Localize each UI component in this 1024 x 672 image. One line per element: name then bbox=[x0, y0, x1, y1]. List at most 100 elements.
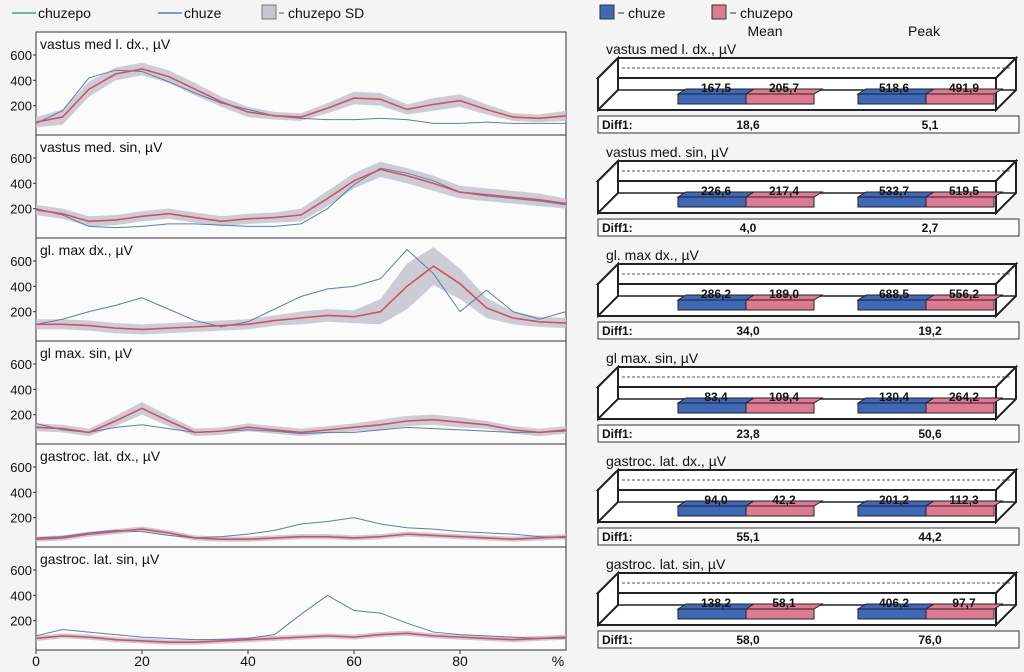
y-tick-label: 400 bbox=[10, 279, 32, 294]
diff-label: Diff1: bbox=[602, 118, 633, 132]
diff-label: Diff1: bbox=[602, 221, 633, 235]
x-tick-label: 80 bbox=[452, 653, 468, 669]
value-peak-chuze: 688,5 bbox=[879, 287, 909, 301]
bar-peak-chuzepo-top bbox=[924, 397, 1004, 404]
column-header-peak: Peak bbox=[908, 23, 941, 39]
legend-label-1: chuze bbox=[184, 5, 222, 21]
series-line-chuzepo bbox=[36, 265, 567, 331]
value-peak-chuzepo: 556,2 bbox=[949, 287, 979, 301]
x-tick-label: 20 bbox=[134, 653, 150, 669]
value-peak-chuze: 533,7 bbox=[879, 184, 909, 198]
y-tick-label: 600 bbox=[10, 151, 32, 166]
value-peak-chuze: 406,2 bbox=[879, 596, 909, 610]
diff-row bbox=[597, 115, 1020, 134]
series-line-chuze bbox=[35, 423, 567, 435]
line-chart-6: 600 400 200 gastroc. lat. sin, µV bbox=[10, 546, 567, 645]
series-line-chuzepo bbox=[35, 407, 567, 434]
y-tick-label: 400 bbox=[10, 176, 32, 191]
diff-mean: 34,0 bbox=[736, 324, 760, 338]
diff-mean: 4,0 bbox=[740, 221, 757, 235]
bar-summary-5: gastroc. lat. dx., µV 94,0 42,2 201,2 112,3 D… bbox=[595, 453, 1020, 546]
bar-peak-chuzepo-top bbox=[924, 603, 1004, 610]
bar-peak-chuze-front bbox=[857, 196, 927, 208]
x-axis-unit: % bbox=[552, 653, 564, 669]
y-tick-label: 200 bbox=[10, 511, 32, 526]
series-line-chuze bbox=[35, 69, 566, 124]
summary-title: gastroc. lat. sin, µV bbox=[606, 556, 726, 572]
value-peak-chuze: 130,4 bbox=[879, 390, 909, 404]
panel-title: gl max. sin, µV bbox=[40, 345, 133, 361]
bar-summary-2: vastus med. sin, µV 226,6 217,4 533,7 519,5 D… bbox=[595, 144, 1020, 237]
sd-band bbox=[36, 526, 566, 542]
bar-mean-chuze-front bbox=[677, 608, 747, 620]
diff-peak: 50,6 bbox=[918, 427, 942, 441]
bar-mean-chuze-front bbox=[677, 505, 747, 517]
panel-title: vastus med. sin, µV bbox=[40, 139, 163, 155]
x-axis: 0 20 40 60 80% bbox=[32, 650, 564, 669]
bar-summary-6: gastroc. lat. sin, µV 138,2 58,1 406,2 97,7 D… bbox=[595, 556, 1020, 649]
panel-title: gastroc. lat. sin, µV bbox=[40, 551, 160, 567]
line-chart-2: 600 400 200 vastus med. sin, µV bbox=[10, 134, 567, 229]
value-peak-chuze: 201,2 bbox=[879, 493, 909, 507]
value-mean-chuze: 83,4 bbox=[704, 390, 728, 404]
bar-mean-chuzepo-front bbox=[745, 402, 815, 414]
bar-summary-3: gl. max dx., µV 286,2 189,0 688,5 556,2 Diff1… bbox=[595, 247, 1020, 340]
summary-title: vastus med l. dx., µV bbox=[606, 41, 737, 57]
y-tick-label: 400 bbox=[10, 588, 32, 603]
summary-title: gl. max dx., µV bbox=[606, 247, 700, 263]
bar-peak-chuzepo-top bbox=[924, 500, 1004, 507]
legend-swatch-1 bbox=[711, 4, 727, 20]
legend-label-r0: chuze bbox=[628, 5, 666, 21]
diff-row bbox=[597, 527, 1020, 546]
diff-peak: 76,0 bbox=[918, 633, 942, 647]
bar-summary-4: gl max. sin, µV 83,4 109,4 130,4 264,2 Diff1:… bbox=[595, 350, 1020, 443]
bar-mean-chuzepo-top bbox=[744, 88, 824, 95]
x-tick-label: 0 bbox=[32, 653, 40, 669]
value-mean-chuzepo: 42,2 bbox=[772, 493, 796, 507]
diff-label: Diff1: bbox=[602, 427, 633, 441]
y-tick-label: 600 bbox=[10, 460, 32, 475]
bar-peak-chuze-front bbox=[857, 93, 927, 105]
diff-peak: 19,2 bbox=[918, 324, 942, 338]
bar-mean-chuze-front bbox=[677, 402, 747, 414]
y-tick-label: 200 bbox=[10, 202, 32, 217]
value-mean-chuzepo: 189,0 bbox=[769, 287, 799, 301]
y-tick-label: 200 bbox=[10, 99, 32, 114]
y-tick-label: 200 bbox=[10, 408, 32, 423]
diff-row bbox=[597, 424, 1020, 443]
panel-title: gastroc. lat. dx., µV bbox=[40, 448, 161, 464]
y-tick-label: 600 bbox=[10, 563, 32, 578]
bar-mean-chuzepo-front bbox=[745, 608, 815, 620]
diff-mean: 58,0 bbox=[736, 633, 760, 647]
value-peak-chuzepo: 97,7 bbox=[952, 596, 976, 610]
bar-peak-chuzepo-front bbox=[925, 196, 995, 208]
sd-band bbox=[36, 247, 566, 335]
x-tick-label: 60 bbox=[346, 653, 362, 669]
value-mean-chuze: 167,5 bbox=[701, 81, 731, 95]
y-tick-label: 200 bbox=[10, 305, 32, 320]
legend-label-2: chuzepo SD bbox=[288, 5, 364, 21]
value-mean-chuzepo: 58,1 bbox=[772, 596, 796, 610]
value-mean-chuzepo: 205,7 bbox=[769, 81, 799, 95]
bar-peak-chuzepo-front bbox=[925, 402, 995, 414]
y-tick-label: 600 bbox=[10, 254, 32, 269]
value-mean-chuze: 286,2 bbox=[701, 287, 731, 301]
bar-peak-chuzepo-top bbox=[924, 88, 1004, 95]
line-chart-3: 600 400 200 gl. max dx., µV bbox=[10, 237, 567, 335]
value-mean-chuzepo: 217,4 bbox=[769, 184, 799, 198]
value-mean-chuzepo: 109,4 bbox=[769, 390, 799, 404]
value-peak-chuzepo: 519,5 bbox=[949, 184, 979, 198]
diff-label: Diff1: bbox=[602, 530, 633, 544]
x-tick-label: 40 bbox=[240, 653, 256, 669]
bar-peak-chuzepo-front bbox=[925, 93, 995, 105]
bar-mean-chuze-front bbox=[677, 93, 747, 105]
value-mean-chuze: 138,2 bbox=[701, 596, 731, 610]
bar-mean-chuzepo-front bbox=[745, 299, 815, 311]
diff-mean: 55,1 bbox=[736, 530, 760, 544]
series-line-chuzepo bbox=[35, 168, 567, 223]
panel-title: gl. max dx., µV bbox=[40, 242, 134, 258]
legend-label-0: chuzepo bbox=[38, 5, 91, 21]
bar-mean-chuzepo-top bbox=[744, 397, 824, 404]
bar-peak-chuze-front bbox=[857, 402, 927, 414]
